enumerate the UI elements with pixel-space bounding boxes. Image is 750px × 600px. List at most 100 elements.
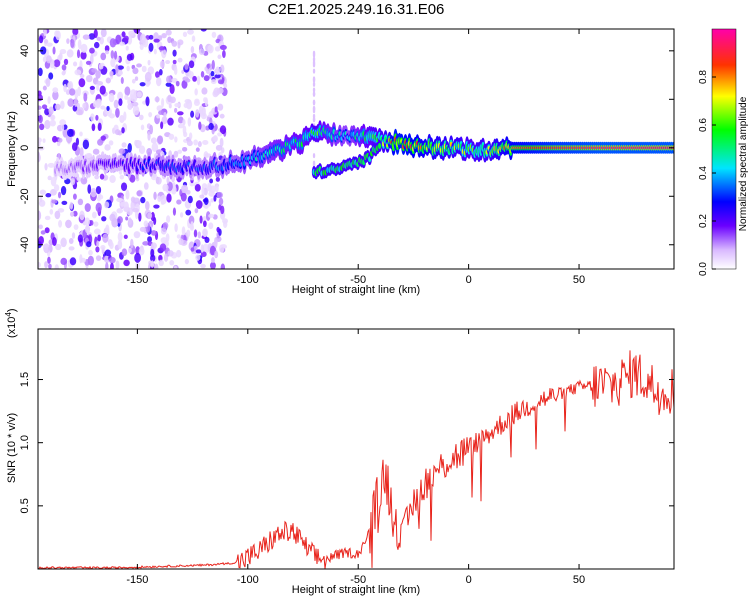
spectrogram-speck (47, 162, 55, 168)
spectrogram-speck (190, 221, 194, 230)
spectrogram-speck (193, 100, 200, 107)
spectrogram-speck (161, 33, 167, 39)
snr-panel: -150 -100 -50 0 50 1.5 1.0 0.5 Height of strai… (4, 308, 675, 596)
spectrogram-speck (180, 192, 187, 202)
spectrogram-speck (197, 231, 202, 239)
spectrogram-speck (117, 239, 123, 250)
snr-x-tick-label: 0 (466, 574, 472, 586)
chart-title: C2E1.2025.249.16.31.E06 (268, 1, 445, 18)
spectrogram-speck (102, 233, 109, 243)
spectrogram-speck (42, 243, 50, 248)
spectrogram-speck (38, 235, 44, 245)
spectrogram-speck (148, 112, 153, 118)
spectrogram-speck (96, 196, 101, 202)
spectrogram-speck (169, 260, 175, 266)
snr-x-tick-label: -50 (350, 574, 366, 586)
spectrogram-speck (86, 241, 92, 248)
spectrogram-speck (312, 81, 316, 87)
spectrogram-speck (44, 261, 48, 269)
spectrogram-speck (126, 53, 133, 61)
spectrogram-speck (212, 135, 218, 142)
spectrogram-speck (217, 103, 224, 111)
spectrogram-speck (38, 110, 41, 117)
spectrogram-speck (143, 220, 149, 228)
spectrogram-speck (312, 99, 316, 105)
spectrogram-speck (191, 35, 196, 43)
snr-scale-base: (x10 (6, 317, 18, 338)
spectrogram-speck (177, 123, 185, 129)
spectrogram-speck (110, 58, 116, 68)
spectrogram-speck (312, 56, 316, 62)
spectrogram-speck (218, 197, 224, 206)
spectrogram-speck (203, 75, 210, 82)
spectrogram-speck (186, 140, 193, 147)
spectrogram-speck (123, 234, 128, 240)
spectrogram-speck (136, 140, 142, 148)
spectrogram-speck (83, 92, 88, 102)
spectrogram-speck (127, 103, 133, 110)
spectrogram-speck (156, 114, 160, 119)
spectrogram-speck (205, 211, 211, 221)
spectrogram-speck (79, 131, 83, 137)
spectrogram-speck (88, 33, 96, 40)
spectrogram-speck (312, 87, 316, 93)
spectrogram-speck (198, 105, 204, 115)
spectrogram-speck (105, 50, 109, 55)
spectrogram-speck (66, 49, 74, 58)
spectrogram-speck (113, 99, 119, 109)
spectrogram-speck (128, 217, 132, 225)
spectrogram-speck (50, 114, 56, 121)
spectrogram-speck (48, 106, 54, 115)
spectrogram-speck (195, 200, 203, 209)
spectrogram-speck (202, 220, 207, 228)
spectrogram-speck (88, 249, 93, 256)
spectrogram-speck (195, 109, 200, 118)
spectrogram-speck (38, 141, 41, 147)
spectrogram-speck (84, 225, 91, 234)
spectrogram-speck (123, 35, 129, 42)
spectrogram-speck (73, 224, 79, 231)
spectrogram-speck (127, 247, 132, 253)
spectrogram-x-tick-label: 50 (573, 274, 585, 286)
spectrogram-speck (91, 123, 96, 132)
spectrogram-speck (195, 254, 201, 261)
spectrogram-speck (153, 48, 157, 55)
spectrogram-speck (173, 150, 179, 158)
spectrogram-speck (139, 43, 144, 51)
spectrogram-speck (39, 123, 45, 131)
spectrogram-speck (92, 148, 100, 155)
spectrogram-speck (163, 112, 167, 118)
spectrogram-speck (38, 261, 41, 268)
spectrogram-speck (199, 215, 203, 224)
spectrogram-speck (158, 110, 164, 115)
spectrogram-speck (109, 241, 114, 250)
spectrogram-speck (87, 255, 94, 266)
spectrogram-speck (170, 96, 176, 104)
spectrogram-speck (215, 144, 223, 151)
spectrogram-speck (154, 96, 160, 103)
spectrogram-speck (217, 79, 225, 85)
spectrogram-speck (85, 74, 93, 83)
spectrogram-speck (194, 183, 201, 192)
spectrogram-speck (96, 240, 100, 247)
spectrogram-speck (175, 249, 182, 258)
spectrogram-speck (166, 215, 171, 223)
spectrogram-speck (77, 39, 82, 50)
spectrogram-speck (208, 200, 212, 207)
spectrogram-speck (173, 107, 178, 113)
spectrogram-speck (60, 237, 67, 248)
snr-x-label: Height of straight line (km) (292, 584, 420, 596)
spectrogram-speck (124, 94, 129, 100)
spectrogram-speck (113, 50, 118, 60)
spectrogram-ridge2-core (378, 143, 382, 150)
spectrogram-speck (95, 185, 102, 195)
spectrogram-speck (143, 182, 149, 190)
spectrogram-speck (142, 241, 150, 246)
spectrogram-speck (69, 211, 75, 217)
spectrogram-speck (176, 199, 182, 205)
spectrogram-speck (201, 87, 208, 95)
spectrogram-speck (52, 46, 56, 55)
spectrogram-speck (65, 219, 72, 229)
spectrogram-speck (61, 70, 66, 76)
spectrogram-speck (190, 110, 195, 118)
